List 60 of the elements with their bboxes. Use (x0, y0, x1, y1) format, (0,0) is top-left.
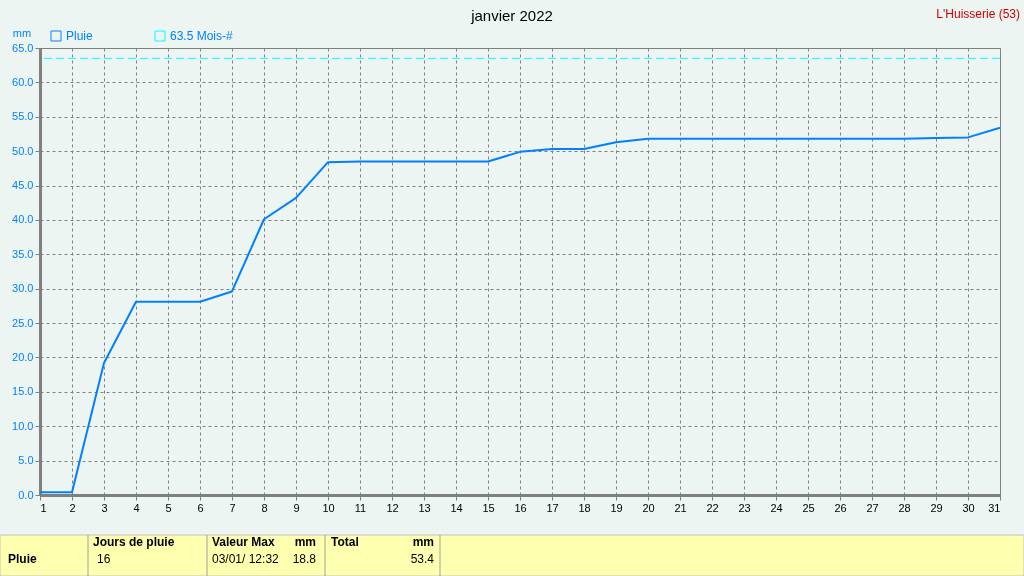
text: mm (412, 535, 434, 549)
x-tick-label: 31 (988, 501, 1001, 514)
x-tick-label: 26 (834, 501, 847, 514)
chart-title: janvier 2022 (470, 7, 553, 24)
x-tick-label: 21 (674, 501, 687, 514)
text: 03/01/ 12:32 (212, 552, 280, 566)
legend-label: 63.5 Mois-# (170, 29, 234, 43)
x-tick-label: 5 (165, 501, 172, 514)
x-tick-label: 12 (386, 501, 399, 514)
y-tick-label: 0.0 (18, 488, 34, 501)
x-tick-label: 17 (546, 501, 559, 514)
text: Pluie (8, 552, 37, 566)
y-tick-label: 20.0 (12, 350, 34, 363)
x-tick-label: 16 (514, 501, 527, 514)
x-tick-label: 19 (610, 501, 623, 514)
text: 53.4 (410, 552, 435, 566)
x-tick-label: 23 (738, 501, 751, 514)
legend-label: Pluie (66, 29, 94, 43)
x-tick-label: 14 (450, 501, 463, 514)
y-tick-label: 35.0 (12, 247, 34, 260)
x-tick-label: 24 (770, 501, 783, 514)
x-tick-label: 29 (930, 501, 943, 514)
x-tick-label: 7 (229, 501, 236, 514)
y-tick-label: 15.0 (12, 385, 34, 398)
x-tick-label: 4 (133, 501, 140, 514)
x-tick-label: 10 (322, 501, 335, 514)
x-tick-label: 20 (642, 501, 655, 514)
y-tick-label: 50.0 (12, 144, 34, 157)
x-tick-label: 3 (101, 501, 108, 514)
text: Valeur Max (212, 535, 276, 549)
y-tick-label: 30.0 (12, 282, 34, 295)
text: Jours de pluie (93, 535, 175, 549)
y-tick-label: 40.0 (12, 213, 34, 226)
x-tick-label: 11 (354, 501, 367, 514)
y-axis-title: mm (12, 27, 32, 39)
x-tick-label: 9 (293, 501, 300, 514)
x-tick-label: 18 (578, 501, 591, 514)
x-tick-label: 1 (40, 501, 47, 514)
y-tick-label: 55.0 (12, 110, 34, 123)
x-tick-label: 28 (898, 501, 911, 514)
x-tick-label: 6 (197, 501, 204, 514)
x-tick-label: 22 (706, 501, 719, 514)
text: 16 (97, 552, 111, 566)
y-tick-label: 25.0 (12, 316, 34, 329)
x-tick-label: 25 (802, 501, 815, 514)
x-tick-label: 27 (866, 501, 879, 514)
y-tick-label: 5.0 (18, 454, 34, 467)
chart-subtitle: L'Huisserie (53) (936, 7, 1020, 21)
x-tick-label: 2 (69, 501, 76, 514)
x-tick-label: 13 (418, 501, 431, 514)
y-tick-label: 45.0 (12, 179, 34, 192)
x-tick-label: 30 (962, 501, 975, 514)
text: Total (331, 535, 359, 549)
text: mm (294, 535, 316, 549)
x-tick-label: 15 (482, 501, 495, 514)
y-tick-label: 65.0 (12, 41, 34, 54)
y-tick-label: 10.0 (12, 419, 34, 432)
y-tick-label: 60.0 (12, 75, 34, 88)
text: 18.8 (292, 552, 317, 566)
x-tick-label: 8 (261, 501, 268, 514)
